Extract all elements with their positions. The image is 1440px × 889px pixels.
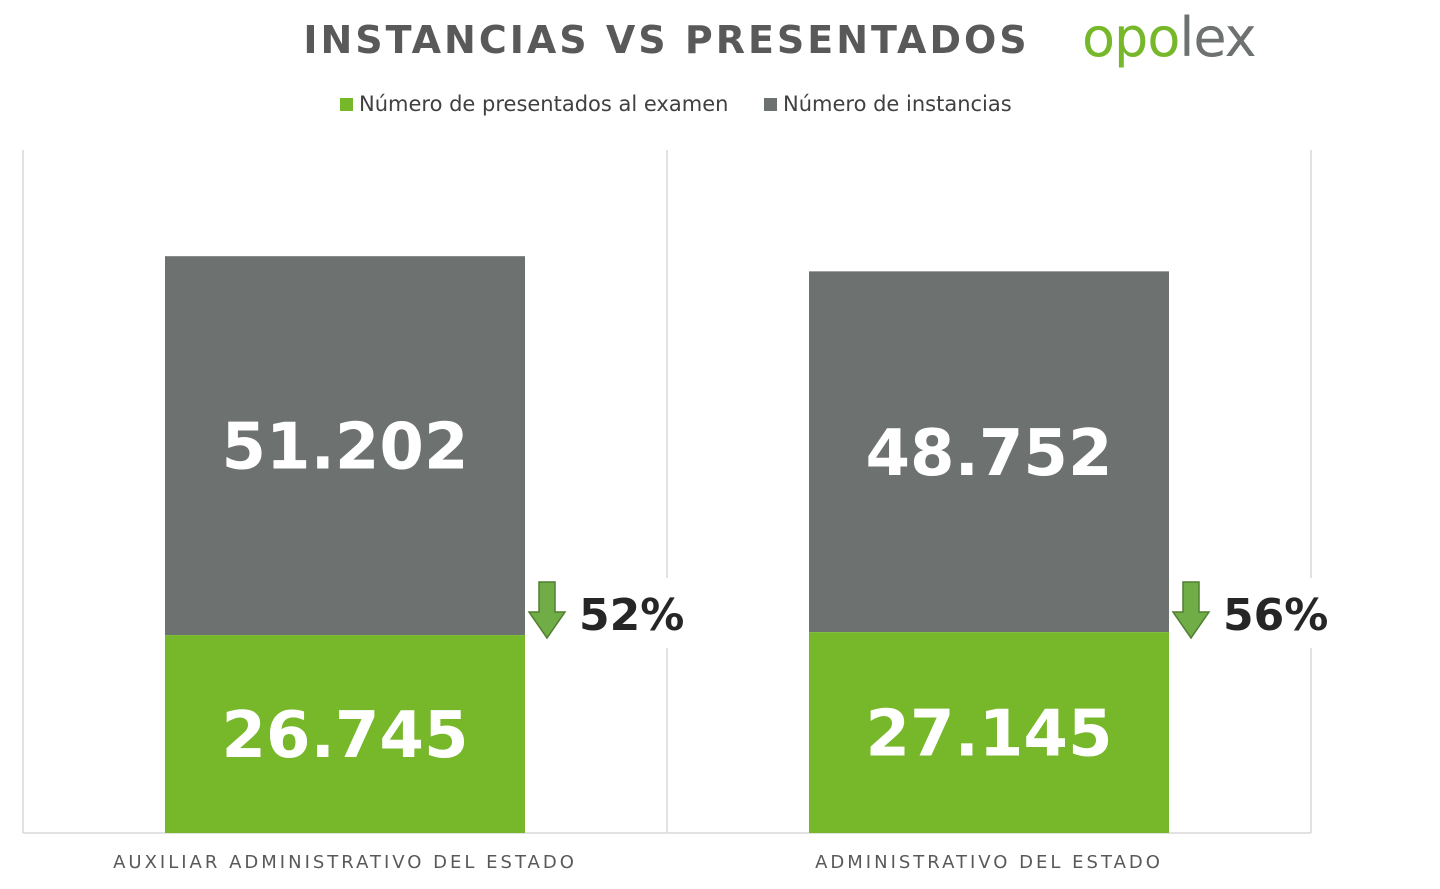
data-label-instancias: 48.752 [866, 417, 1113, 491]
logo-part-gray: lex [1179, 6, 1256, 69]
legend-swatch-presentados [340, 97, 353, 111]
data-label-presentados: 26.745 [222, 699, 469, 773]
data-label-instancias: 51.202 [222, 411, 469, 485]
bar-instancias [809, 271, 1169, 633]
legend-item-presentados: Número de presentados al examen [340, 92, 728, 116]
chart-title: INSTANCIAS VS PRESENTADOS [303, 18, 1030, 62]
bar-presentados [809, 632, 1169, 833]
x-tick-label: AUXILIAR ADMINISTRATIVO DEL ESTADO [113, 852, 577, 873]
legend-item-instancias: Número de instancias [764, 92, 1012, 116]
annotation-percent: 56% [1223, 590, 1328, 641]
bar-instancias [165, 256, 525, 636]
bar-presentados [165, 635, 525, 833]
legend-label-presentados: Número de presentados al examen [359, 92, 729, 116]
logo-part-green: opo [1082, 6, 1180, 69]
legend-swatch-instancias [764, 97, 777, 111]
annotation-percent: 52% [579, 590, 684, 641]
chart-legend: Número de presentados al examen Número d… [0, 92, 1440, 122]
data-label-presentados: 27.145 [866, 698, 1113, 772]
legend-label-instancias: Número de instancias [783, 92, 1012, 116]
down-arrow-icon [527, 581, 567, 640]
opolex-logo: opolex [1082, 6, 1257, 69]
down-arrow-icon [1171, 581, 1211, 640]
x-tick-label: ADMINISTRATIVO DEL ESTADO [815, 852, 1163, 873]
